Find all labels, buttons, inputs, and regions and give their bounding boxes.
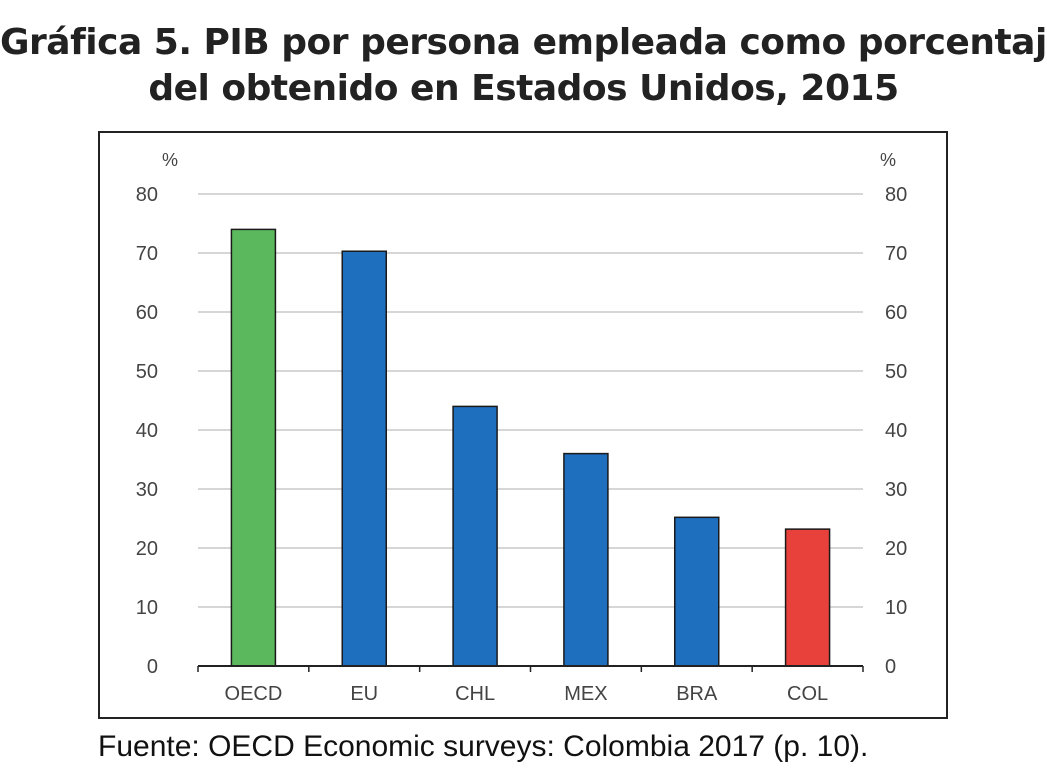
bar-oecd [230, 228, 277, 667]
y-tick-label-left: 50 [136, 361, 158, 383]
y-tick-label-left: 70 [136, 243, 158, 265]
y-tick-label-right: 10 [885, 597, 907, 619]
y-tick-label-right: 50 [885, 361, 907, 383]
y-tick-label-right: 20 [885, 538, 907, 560]
x-tick-label: BRA [676, 683, 718, 705]
x-axis [197, 665, 864, 672]
x-tick-label: CHL [455, 683, 495, 705]
y-axis-right: 0 10 20 30 40 50 60 70 80 [885, 184, 907, 678]
y-tick-label-right: 60 [885, 302, 907, 324]
y-tick-label-left: 0 [147, 656, 158, 678]
grid-lines [198, 193, 863, 608]
bar-col [784, 528, 831, 667]
bar-mex [563, 452, 609, 667]
y-tick-label-right: 40 [885, 420, 907, 442]
y-tick-label-right: 80 [885, 184, 907, 206]
bar-eu [341, 250, 387, 667]
y-tick-label-left: 20 [136, 538, 158, 560]
y-unit-right: % [880, 150, 896, 170]
source-note: Fuente: OECD Economic surveys: Colombia … [98, 730, 869, 763]
y-tick-label-left: 80 [136, 184, 158, 206]
chart-title: Gráfica 5. PIB por persona empleada como… [0, 20, 1047, 112]
bar-bra [674, 516, 720, 667]
chart-frame: 0 10 20 30 40 50 60 70 80 0 10 20 30 40 50 60 70 80 OECD… [98, 131, 948, 719]
x-tick-label: EU [350, 683, 378, 705]
y-tick-label-right: 30 [885, 479, 907, 501]
chart-title-line-1: Gráfica 5. PIB por persona empleada como… [0, 22, 1047, 63]
y-unit-left: % [162, 150, 178, 170]
bar-chl [452, 405, 498, 667]
y-tick-label-left: 60 [136, 302, 158, 324]
y-tick-label-left: 30 [136, 479, 158, 501]
chart-title-line-2: del obtenido en Estados Unidos, 2015 [148, 68, 899, 109]
y-tick-label-left: 10 [136, 597, 158, 619]
y-tick-label-right: 0 [885, 656, 896, 678]
x-tick-label: COL [787, 683, 828, 705]
bar-chart: 0 10 20 30 40 50 60 70 80 0 10 20 30 40 50 60 70 80 OECD… [136, 150, 908, 705]
x-tick-label: MEX [564, 683, 607, 705]
x-tick-labels: OECD EU CHL MEX BRA COL [225, 683, 829, 705]
y-tick-label-right: 70 [885, 243, 907, 265]
bars [230, 228, 831, 667]
x-tick-label: OECD [225, 683, 283, 705]
y-tick-label-left: 40 [136, 420, 158, 442]
y-axis-left: 0 10 20 30 40 50 60 70 80 [136, 184, 158, 678]
